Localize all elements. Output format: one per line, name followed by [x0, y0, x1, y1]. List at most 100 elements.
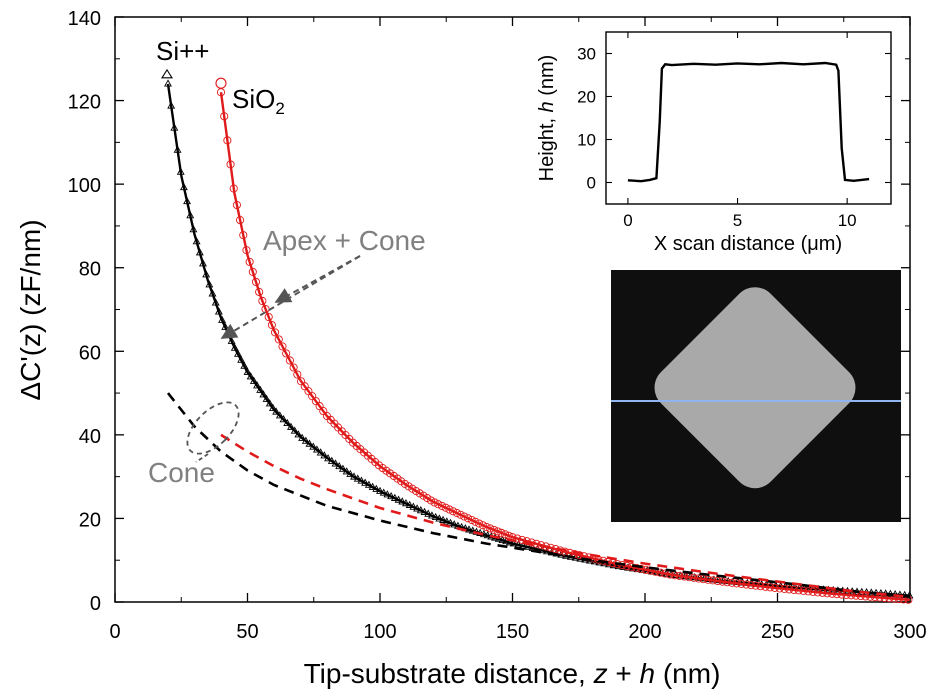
data-point	[463, 514, 473, 523]
data-point	[338, 464, 347, 472]
data-point	[283, 418, 292, 427]
y-tick-label: 0	[90, 593, 101, 615]
data-point	[324, 454, 333, 462]
data-point	[708, 576, 717, 585]
data-point	[258, 296, 267, 306]
data-point	[346, 469, 355, 478]
data-point	[268, 403, 277, 411]
data-point	[723, 578, 732, 587]
inset-y-tick-label: 30	[577, 45, 596, 64]
y-tick-label: 20	[79, 509, 101, 531]
data-point	[195, 248, 204, 256]
data-point	[475, 519, 484, 528]
data-point	[309, 442, 318, 450]
data-point	[441, 503, 450, 512]
x-tick-label: 200	[628, 621, 661, 643]
data-point-first	[215, 77, 227, 89]
x-tick-label: 150	[496, 621, 529, 643]
inset-x-tick-label: 5	[733, 211, 742, 230]
afm-pad	[654, 287, 856, 489]
data-point	[199, 259, 207, 267]
data-point	[828, 589, 837, 598]
y-tick-label: 120	[68, 92, 101, 114]
data-point	[420, 507, 429, 515]
data-point	[327, 456, 336, 464]
data-point	[167, 101, 176, 109]
data-point	[316, 448, 325, 456]
data-point	[271, 328, 280, 337]
data-point	[713, 576, 722, 586]
y-tick-label: 100	[68, 175, 101, 197]
data-point	[361, 478, 370, 486]
cone-label: Cone	[148, 457, 215, 488]
y-tick-label: 60	[79, 342, 101, 364]
si-label: Si++	[156, 36, 210, 66]
inset-series	[627, 61, 870, 183]
data-point	[445, 505, 454, 514]
inset-y-tick-label: 10	[577, 131, 596, 150]
data-point	[513, 534, 522, 543]
data-point	[424, 509, 433, 517]
data-point	[272, 407, 281, 415]
data-point	[780, 584, 789, 593]
data-point	[253, 381, 262, 389]
data-point	[761, 582, 770, 591]
inset-y-tick-label: 0	[587, 174, 596, 193]
data-point	[517, 535, 527, 544]
data-point	[176, 167, 185, 175]
x-tick-label: 50	[236, 621, 258, 643]
data-point	[286, 422, 295, 430]
data-point	[905, 591, 914, 599]
data-point	[789, 585, 798, 594]
data-point	[471, 517, 480, 526]
data-point	[173, 145, 182, 153]
data-point	[450, 520, 459, 528]
data-point	[205, 280, 214, 288]
data-point	[478, 521, 487, 530]
data-point	[357, 476, 366, 484]
data-point	[289, 363, 298, 372]
data-point	[312, 445, 321, 453]
data-point	[456, 510, 465, 519]
data-point	[394, 495, 403, 503]
data-point	[413, 504, 422, 512]
data-point	[353, 474, 362, 482]
inset-profile-line	[627, 61, 870, 183]
data-point	[813, 588, 822, 597]
data-point	[220, 112, 229, 121]
data-point	[523, 542, 532, 550]
main-series	[161, 68, 914, 604]
data-point	[656, 568, 665, 577]
data-point	[514, 540, 523, 548]
data-point	[183, 196, 192, 205]
data-point	[642, 565, 651, 574]
data-point	[431, 512, 440, 521]
data-point	[434, 500, 443, 509]
data-point	[379, 488, 388, 496]
data-point	[368, 482, 377, 490]
data-point	[383, 490, 392, 498]
data-point	[320, 451, 329, 459]
y-tick-label: 80	[79, 259, 101, 281]
apex-cone-label: Apex + Cone	[263, 225, 426, 256]
data-point	[245, 257, 254, 266]
y-tick-label: 40	[79, 426, 101, 448]
inset-x-axis-title: X scan distance (μm)	[654, 233, 842, 255]
data-point	[227, 336, 236, 344]
data-point	[301, 436, 310, 444]
data-point	[164, 79, 172, 87]
data-point	[229, 184, 238, 193]
data-point	[618, 561, 627, 570]
data-point	[274, 335, 283, 344]
data-point	[437, 501, 447, 511]
data-point	[226, 160, 235, 169]
data-point	[497, 528, 506, 537]
sio2-label-sub: 2	[275, 99, 284, 118]
data-point	[249, 376, 258, 384]
data-point	[409, 502, 418, 510]
data-point	[248, 267, 257, 276]
data-point	[742, 580, 751, 589]
data-point	[237, 355, 246, 363]
